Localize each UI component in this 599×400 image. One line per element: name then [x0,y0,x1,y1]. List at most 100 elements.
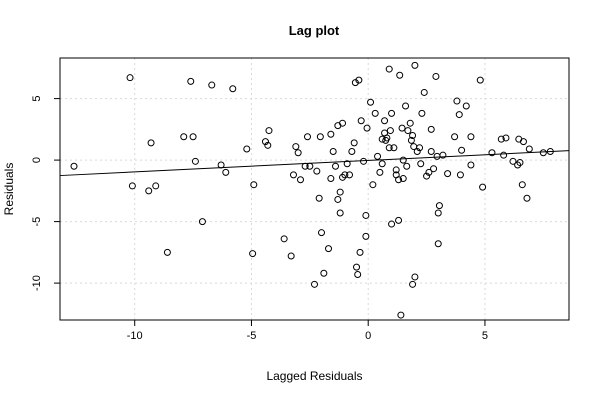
scatter-point [444,170,452,178]
scatter-point [126,74,134,82]
scatter-point [433,152,441,160]
x-tick-label: -10 [127,330,143,342]
scatter-point [249,250,257,258]
scatter-point [152,182,160,190]
scatter-point [355,76,363,84]
scatter-point [163,248,171,256]
scatter-point [145,187,153,195]
scatter-point [381,117,389,125]
scatter-point [316,133,324,141]
scatter-point [362,211,370,219]
x-axis: -10 -5 0 5 [127,320,488,342]
y-axis: -10 -5 0 5 [31,96,60,291]
scatter-point [407,136,415,144]
scatter-point [292,143,300,151]
scatter-point [390,144,398,152]
scatter-point [191,157,199,165]
scatter-point [341,171,349,179]
y-tick-label: -10 [31,275,43,291]
scatter-point [287,252,295,260]
scatter-point [413,147,421,155]
scatter-point [430,165,438,173]
scatter-point [518,181,526,189]
scatter-point [458,146,466,154]
scatter-point [315,194,323,202]
scatter-point [502,134,510,142]
scatter-point [350,139,358,147]
scatter-point [371,109,379,117]
scatter-point [348,147,356,155]
scatter-point [383,134,391,142]
scatter-point [296,176,304,184]
scatter-point [327,175,335,183]
scatter-point [516,159,524,167]
scatter-point [523,194,531,202]
scatter-point [354,270,362,278]
scatter-point [434,240,442,248]
scatter-point [374,152,382,160]
scatter-point [339,119,347,127]
scatter-point [416,144,424,152]
scatter-point [329,147,337,155]
scatter-point [479,183,487,191]
scatter-point [243,145,251,153]
scatter-point [406,119,414,127]
y-axis-label: Residuals [2,163,16,216]
scatter-point [456,171,464,179]
scatter-point [318,229,326,237]
scatter-point [395,176,403,184]
scatter-point [336,188,344,196]
scatter-point [397,311,405,319]
scatter-point [404,127,412,135]
scatter-point [332,162,340,170]
scatter-point [363,124,371,132]
grid-lines [60,58,569,320]
scatter-point [451,133,459,141]
scatter-point [294,149,302,157]
scatter-point [378,160,386,168]
scatter-point [351,79,359,87]
scatter-point [488,149,496,157]
scatter-point [301,162,309,170]
scatter-point [398,124,406,132]
scatter-point [525,145,533,153]
scatter-point [208,81,216,89]
scatter-point [403,162,411,170]
scatter-point [280,235,288,243]
scatter-point [546,147,554,155]
scatter-point [439,151,447,159]
scatter-point [320,269,328,277]
scatter-point [386,127,394,135]
scatter-point [423,172,431,180]
data-points [70,61,554,319]
scatter-point [336,209,344,217]
scatter-point [427,125,435,133]
scatter-point [353,263,361,271]
scatter-point [427,147,435,155]
scatter-point [369,181,377,189]
scatter-point [500,151,508,159]
scatter-point [509,157,517,165]
scatter-point [396,71,404,79]
scatter-point [409,131,417,139]
scatter-point [250,181,258,189]
scatter-point [367,98,375,106]
scatter-point [425,168,433,176]
x-tick-label: -5 [247,330,257,342]
scatter-point [395,216,403,224]
scatter-point [376,168,384,176]
scatter-point [334,195,342,203]
scatter-point [388,220,396,228]
scatter-point [311,280,318,288]
scatter-point [217,161,225,169]
scatter-point [399,175,407,183]
scatter-point [385,144,393,152]
scatter-point [462,102,470,110]
scatter-point [539,149,547,157]
scatter-point [187,77,195,85]
chart-title: Lag plot [289,23,340,38]
scatter-point [453,97,461,105]
scatter-point [385,65,393,73]
scatter-point [467,133,475,141]
